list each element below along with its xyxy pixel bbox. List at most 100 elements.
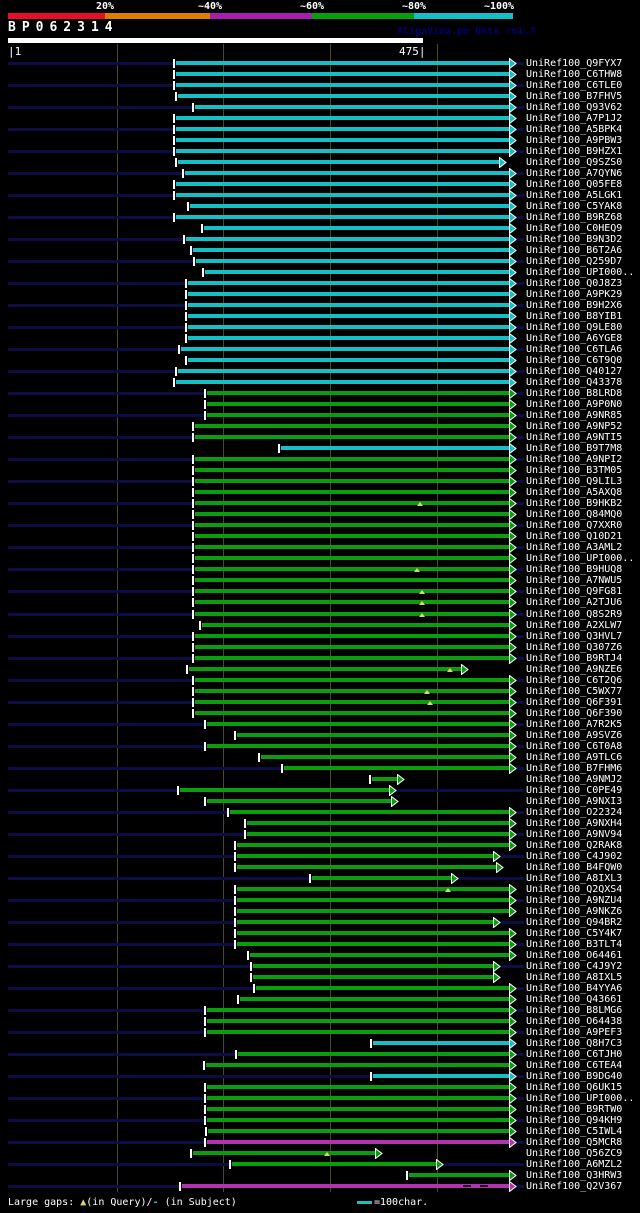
subject-label[interactable]: UniRef100_B7FHV5: [526, 91, 623, 102]
alignment-row[interactable]: UniRef100_A9PBW3: [0, 135, 640, 146]
subject-label[interactable]: UniRef100_C6THW8: [526, 69, 623, 80]
subject-label[interactable]: UniRef100_A9PBW3: [526, 135, 623, 146]
alignment-row[interactable]: UniRef100_A5AXQ8: [0, 487, 640, 498]
alignment-bar[interactable]: [195, 424, 510, 428]
alignment-row[interactable]: UniRef100_A9SVZ6: [0, 730, 640, 741]
subject-label[interactable]: UniRef100_Q10D21: [526, 531, 623, 542]
alignment-row[interactable]: UniRef100_B9HUQ8: [0, 564, 640, 575]
alignment-bar[interactable]: [238, 1052, 510, 1056]
subject-label[interactable]: UniRef100_Q40127: [526, 366, 623, 377]
subject-label[interactable]: UniRef100_Q0J8Z3: [526, 278, 623, 289]
alignment-bar[interactable]: [195, 556, 510, 560]
alignment-row[interactable]: UniRef100_Q56ZC9: [0, 1148, 640, 1159]
alignment-bar[interactable]: [208, 1129, 510, 1133]
alignment-row[interactable]: UniRef100_C0PE49: [0, 785, 640, 796]
subject-label[interactable]: UniRef100_Q8S2R9: [526, 609, 623, 620]
alignment-bar[interactable]: [195, 645, 510, 649]
alignment-bar[interactable]: [195, 600, 510, 604]
subject-label[interactable]: UniRef100_Q3HVL7: [526, 631, 623, 642]
subject-label[interactable]: UniRef100_Q6UK15: [526, 1082, 623, 1093]
subject-label[interactable]: UniRef100_A9P0N0: [526, 399, 623, 410]
subject-label[interactable]: UniRef100_B7FHM6: [526, 763, 623, 774]
alignment-bar[interactable]: [207, 1030, 510, 1034]
alignment-row[interactable]: UniRef100_B9T7M8: [0, 443, 640, 454]
alignment-bar[interactable]: [193, 248, 510, 252]
subject-label[interactable]: UniRef100_B9N3D2: [526, 234, 623, 245]
alignment-row[interactable]: UniRef100_Q6F390: [0, 708, 640, 719]
alignment-bar[interactable]: [237, 898, 510, 902]
alignment-row[interactable]: UniRef100_A9NTI5: [0, 432, 640, 443]
subject-label[interactable]: UniRef100_Q84MQ0: [526, 509, 623, 520]
alignment-bar[interactable]: [204, 226, 510, 230]
subject-label[interactable]: UniRef100_UPI000..: [526, 1093, 635, 1104]
alignment-bar[interactable]: [237, 733, 510, 737]
alignment-bar[interactable]: [178, 160, 500, 164]
alignment-bar[interactable]: [237, 865, 497, 869]
alignment-bar[interactable]: [195, 490, 510, 494]
alignment-bar[interactable]: [195, 468, 510, 472]
alignment-bar[interactable]: [195, 457, 510, 461]
alignment-row[interactable]: UniRef100_Q94KH9: [0, 1115, 640, 1126]
subject-label[interactable]: UniRef100_A2XLW7: [526, 620, 623, 631]
alignment-row[interactable]: UniRef100_A9PK29: [0, 289, 640, 300]
alignment-bar[interactable]: [189, 667, 462, 671]
alignment-row[interactable]: UniRef100_A9NPI2: [0, 454, 640, 465]
alignment-bar[interactable]: [195, 612, 510, 616]
subject-label[interactable]: UniRef100_A9SVZ6: [526, 730, 623, 741]
alignment-bar[interactable]: [373, 1041, 510, 1045]
alignment-bar[interactable]: [195, 435, 510, 439]
alignment-bar[interactable]: [207, 722, 510, 726]
alignment-bar[interactable]: [207, 1085, 510, 1089]
subject-label[interactable]: UniRef100_A9NXI3: [526, 796, 623, 807]
subject-label[interactable]: UniRef100_Q7XXR0: [526, 520, 623, 531]
alignment-bar[interactable]: [176, 83, 510, 87]
subject-label[interactable]: UniRef100_B4YYA6: [526, 983, 623, 994]
alignment-bar[interactable]: [207, 1140, 510, 1144]
alignment-row[interactable]: UniRef100_Q40127: [0, 366, 640, 377]
alignment-bar[interactable]: [176, 127, 510, 131]
alignment-row[interactable]: UniRef100_B7FHM6: [0, 763, 640, 774]
alignment-bar[interactable]: [180, 788, 390, 792]
alignment-bar[interactable]: [195, 105, 510, 109]
alignment-row[interactable]: UniRef100_B8YIB1: [0, 311, 640, 322]
alignment-bar[interactable]: [207, 1096, 510, 1100]
alignment-row[interactable]: UniRef100_B9N3D2: [0, 234, 640, 245]
alignment-bar[interactable]: [176, 380, 510, 384]
subject-label[interactable]: UniRef100_A9NR85: [526, 410, 623, 421]
subject-label[interactable]: UniRef100_B9RZ68: [526, 212, 623, 223]
subject-label[interactable]: UniRef100_A8IXL3: [526, 873, 623, 884]
subject-label[interactable]: UniRef100_C5WX77: [526, 686, 623, 697]
subject-label[interactable]: UniRef100_B8LMG6: [526, 1005, 623, 1016]
alignment-bar[interactable]: [409, 1173, 510, 1177]
alignment-row[interactable]: UniRef100_A7QYN6: [0, 168, 640, 179]
alignment-row[interactable]: UniRef100_O22324: [0, 807, 640, 818]
alignment-row[interactable]: UniRef100_C6T9Q0: [0, 355, 640, 366]
alignment-bar[interactable]: [195, 545, 510, 549]
alignment-row[interactable]: UniRef100_C5YAK8: [0, 201, 640, 212]
alignment-bar[interactable]: [193, 1151, 376, 1155]
alignment-row[interactable]: UniRef100_Q2RAK8: [0, 840, 640, 851]
subject-label[interactable]: UniRef100_A9NPI2: [526, 454, 623, 465]
alignment-row[interactable]: UniRef100_A5LGK1: [0, 190, 640, 201]
alignment-bar[interactable]: [207, 1107, 510, 1111]
alignment-row[interactable]: UniRef100_Q2V367: [0, 1181, 640, 1192]
alignment-row[interactable]: UniRef100_Q9LE80: [0, 322, 640, 333]
subject-label[interactable]: UniRef100_A7R2K5: [526, 719, 623, 730]
alignment-row[interactable]: UniRef100_Q6F391: [0, 697, 640, 708]
alignment-bar[interactable]: [188, 336, 510, 340]
subject-label[interactable]: UniRef100_Q6F391: [526, 697, 623, 708]
subject-label[interactable]: UniRef100_Q93V62: [526, 102, 623, 113]
subject-label[interactable]: UniRef100_Q43378: [526, 377, 623, 388]
alignment-bar[interactable]: [188, 314, 510, 318]
subject-label[interactable]: UniRef100_A9NP52: [526, 421, 623, 432]
alignment-bar[interactable]: [176, 138, 510, 142]
subject-label[interactable]: UniRef100_Q3HRW3: [526, 1170, 623, 1181]
alignment-bar[interactable]: [176, 149, 510, 153]
subject-label[interactable]: UniRef100_O64461: [526, 950, 623, 961]
alignment-bar[interactable]: [312, 876, 452, 880]
subject-label[interactable]: UniRef100_B9HUQ8: [526, 564, 623, 575]
alignment-row[interactable]: UniRef100_B4FQW0: [0, 862, 640, 873]
subject-label[interactable]: UniRef100_Q259D7: [526, 256, 623, 267]
subject-label[interactable]: UniRef100_C4J902: [526, 851, 623, 862]
alignment-bar[interactable]: [195, 589, 510, 593]
